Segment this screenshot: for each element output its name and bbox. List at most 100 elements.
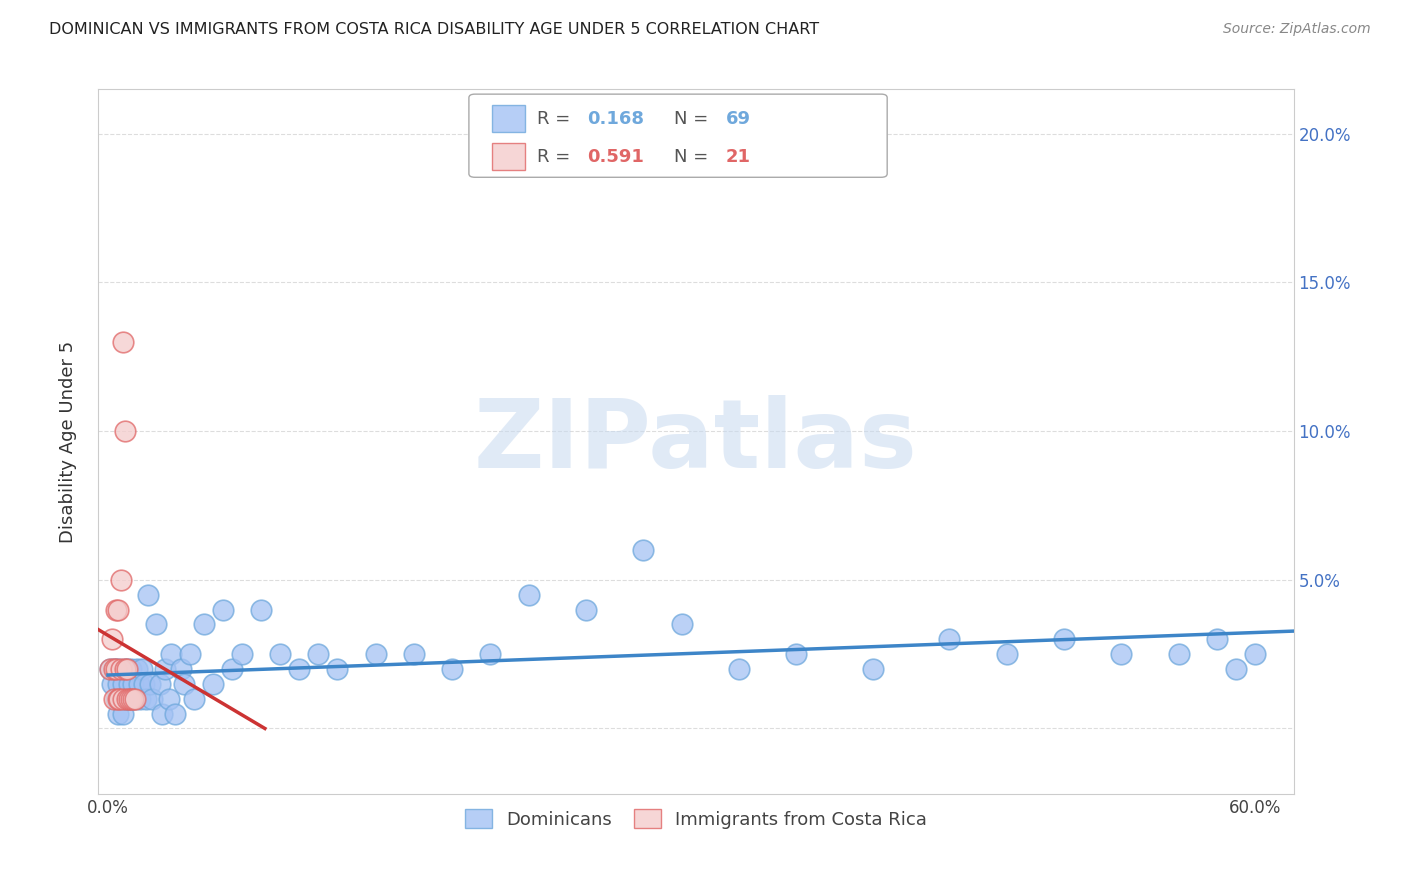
Text: ZIPatlas: ZIPatlas xyxy=(474,395,918,488)
Point xyxy=(103,662,125,676)
Point xyxy=(104,662,127,676)
Point xyxy=(124,691,146,706)
Point xyxy=(128,677,150,691)
Point xyxy=(211,602,233,616)
Point xyxy=(269,647,291,661)
Point xyxy=(575,602,598,616)
Point xyxy=(671,617,693,632)
Point xyxy=(155,662,177,676)
Text: 21: 21 xyxy=(725,148,751,166)
Point xyxy=(441,662,464,676)
Point xyxy=(938,632,960,647)
Point xyxy=(120,691,142,706)
Point xyxy=(114,691,136,706)
Point xyxy=(231,647,253,661)
Point xyxy=(104,602,127,616)
Point xyxy=(131,662,153,676)
Point xyxy=(112,677,135,691)
Point xyxy=(136,588,159,602)
Point xyxy=(98,662,121,676)
Point xyxy=(98,662,121,676)
Point xyxy=(110,662,132,676)
Text: 69: 69 xyxy=(725,110,751,128)
Point xyxy=(121,677,143,691)
Point xyxy=(115,691,138,706)
Point xyxy=(129,691,152,706)
Text: Source: ZipAtlas.com: Source: ZipAtlas.com xyxy=(1223,22,1371,37)
Point xyxy=(149,677,172,691)
Point xyxy=(115,662,138,676)
Text: R =: R = xyxy=(537,148,576,166)
Point xyxy=(157,691,180,706)
Point xyxy=(107,706,129,721)
Point xyxy=(145,617,167,632)
Point xyxy=(728,662,751,676)
Point xyxy=(150,706,173,721)
Point xyxy=(1225,662,1247,676)
Point xyxy=(633,543,655,558)
Text: N =: N = xyxy=(675,148,714,166)
Point xyxy=(101,632,124,647)
Point xyxy=(307,647,329,661)
Point xyxy=(163,706,186,721)
Point xyxy=(103,691,125,706)
Point xyxy=(120,691,142,706)
Point xyxy=(134,677,156,691)
Point xyxy=(193,617,215,632)
Point xyxy=(120,662,142,676)
Point xyxy=(112,334,135,349)
Legend: Dominicans, Immigrants from Costa Rica: Dominicans, Immigrants from Costa Rica xyxy=(456,800,936,838)
Point xyxy=(995,647,1018,661)
Point xyxy=(110,691,132,706)
Text: 0.168: 0.168 xyxy=(588,110,644,128)
Point xyxy=(202,677,225,691)
Point xyxy=(169,662,191,676)
Point xyxy=(173,677,195,691)
Point xyxy=(115,691,138,706)
Point xyxy=(104,662,127,676)
Point xyxy=(179,647,201,661)
Point xyxy=(1167,647,1189,661)
Text: 0.591: 0.591 xyxy=(588,148,644,166)
Point xyxy=(114,662,136,676)
Point xyxy=(326,662,349,676)
Point xyxy=(118,691,141,706)
Point xyxy=(125,662,148,676)
Point xyxy=(108,691,131,706)
Point xyxy=(112,691,135,706)
Point xyxy=(1206,632,1229,647)
Point xyxy=(1111,647,1133,661)
Point xyxy=(101,677,124,691)
Text: R =: R = xyxy=(537,110,576,128)
Point xyxy=(118,677,141,691)
Point xyxy=(785,647,807,661)
Point xyxy=(115,662,138,676)
Point xyxy=(121,691,143,706)
Bar xyxy=(492,105,524,132)
Y-axis label: Disability Age Under 5: Disability Age Under 5 xyxy=(59,341,77,542)
Point xyxy=(364,647,387,661)
Point xyxy=(479,647,502,661)
Point xyxy=(124,691,146,706)
Point xyxy=(110,573,132,587)
Point xyxy=(183,691,205,706)
Point xyxy=(221,662,243,676)
Point xyxy=(135,691,157,706)
Bar xyxy=(492,143,524,169)
Point xyxy=(402,647,425,661)
Point xyxy=(114,424,136,438)
Point xyxy=(107,691,129,706)
Point xyxy=(112,706,135,721)
Point xyxy=(250,602,273,616)
Point xyxy=(160,647,183,661)
Point xyxy=(1244,647,1267,661)
Point xyxy=(139,677,162,691)
Point xyxy=(141,691,163,706)
Point xyxy=(104,691,127,706)
Point xyxy=(108,662,131,676)
Text: DOMINICAN VS IMMIGRANTS FROM COSTA RICA DISABILITY AGE UNDER 5 CORRELATION CHART: DOMINICAN VS IMMIGRANTS FROM COSTA RICA … xyxy=(49,22,820,37)
Point xyxy=(517,588,540,602)
Point xyxy=(1053,632,1076,647)
Point xyxy=(114,662,136,676)
Point xyxy=(103,662,125,676)
